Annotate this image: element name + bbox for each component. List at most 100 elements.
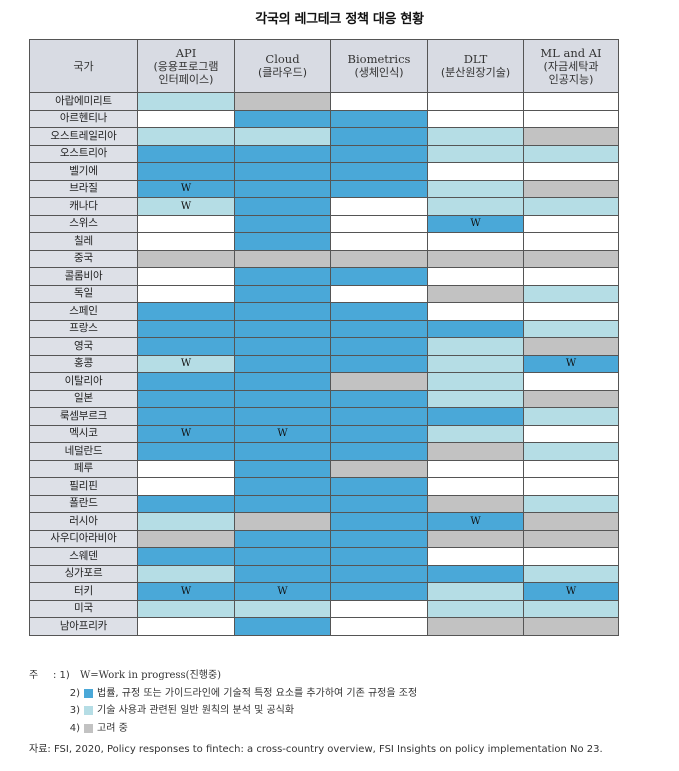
country-name: 스웨덴 [29,547,138,566]
status-cell-cloud [234,109,331,128]
status-cell-biometrics [330,389,428,408]
status-cell-biometrics [330,494,428,513]
status-cell-dlt [427,127,524,146]
status-cell-ml-ai [523,407,619,426]
status-cell-api [137,319,235,338]
country-name: 일본 [29,389,138,408]
status-cell-biometrics [330,144,428,163]
status-cell-ml-ai [523,162,619,181]
work-in-progress-mark: W [180,183,192,195]
header-subtitle: (응용프로그램 인터페이스) [153,59,219,86]
status-cell-cloud [234,477,331,496]
country-name: 오스트리아 [29,144,138,163]
status-cell-biometrics [330,284,428,303]
status-cell-dlt [427,179,524,198]
table-row: 페루 [29,459,619,478]
country-name: 칠레 [29,232,138,251]
status-cell-biometrics [330,197,428,216]
status-cell-cloud [234,512,331,531]
legend-swatch-principles [84,706,93,716]
status-cell-dlt [427,92,524,111]
status-cell-dlt [427,599,524,618]
country-name: 이탈리아 [29,372,138,391]
status-cell-cloud [234,302,331,321]
status-cell-api [137,267,235,286]
status-cell-cloud [234,354,331,373]
status-cell-biometrics [330,354,428,373]
status-cell-cloud [234,459,331,478]
source-citation: 자료: FSI, 2020, Policy responses to finte… [29,744,603,755]
table-row: 오스트리아 [29,144,619,163]
status-cell-ml-ai: W [523,582,619,601]
status-cell-cloud [234,442,331,461]
status-cell-ml-ai [523,232,619,251]
table-row: 멕시코 W W [29,424,619,443]
table-row: 프랑스 [29,319,619,338]
status-cell-api [137,337,235,356]
table-row: 아르헨티나 [29,109,619,128]
status-cell-cloud [234,319,331,338]
country-name: 벨기에 [29,162,138,181]
status-cell-biometrics [330,319,428,338]
status-cell-ml-ai [523,599,619,618]
status-cell-cloud [234,389,331,408]
status-cell-ml-ai [523,372,619,391]
status-cell-dlt [427,232,524,251]
country-name: 브라질 [29,179,138,198]
country-name: 룩셈부르크 [29,407,138,426]
country-name: 영국 [29,337,138,356]
country-name: 터키 [29,582,138,601]
status-cell-biometrics [330,617,428,636]
status-cell-ml-ai [523,494,619,513]
status-cell-cloud [234,249,331,268]
status-cell-api: W [137,179,235,198]
status-cell-ml-ai [523,179,619,198]
status-cell-ml-ai [523,109,619,128]
status-cell-dlt [427,547,524,566]
table-row: 벨기에 [29,162,619,181]
page-title: 각국의 레그테크 정책 대응 현황 [255,12,424,27]
status-cell-ml-ai [523,127,619,146]
status-cell-dlt [427,197,524,216]
status-cell-biometrics [330,127,428,146]
header-api: API (응용프로그램 인터페이스) [137,39,235,93]
status-cell-cloud [234,197,331,216]
header-subtitle: (분산원장기술) [440,66,511,79]
header-row: 국가 API (응용프로그램 인터페이스) Cloud (클라우드) Biometri… [29,39,619,93]
status-cell-dlt [427,459,524,478]
country-name: 필리핀 [29,477,138,496]
header-ml-ai: ML and AI (자금세탁과 인공지능) [523,39,619,93]
work-in-progress-mark: W [277,428,288,440]
table-row: 일본 [29,389,619,408]
status-cell-ml-ai: W [523,354,619,373]
country-name: 멕시코 [29,424,138,443]
status-cell-api [137,109,235,128]
table-row: 스페인 [29,302,619,321]
status-cell-cloud [234,284,331,303]
status-cell-cloud [234,267,331,286]
country-name: 중국 [29,249,138,268]
table-row: 독일 [29,284,619,303]
country-name: 네덜란드 [29,442,138,461]
country-name: 홍콩 [29,354,138,373]
country-name: 콜롬비아 [29,267,138,286]
status-cell-api [137,529,235,548]
status-cell-api [137,92,235,111]
table-row: 네덜란드 [29,442,619,461]
status-cell-biometrics [330,249,428,268]
status-cell-biometrics [330,92,428,111]
legend-swatch-considering [84,723,93,733]
status-cell-api [137,214,235,233]
country-name: 싱가포르 [29,564,138,583]
work-in-progress-mark: W [565,358,577,370]
status-cell-biometrics [330,179,428,198]
table-row: 오스트레일리아 [29,127,619,146]
table-row: 홍콩 W W [29,354,619,373]
note-3: 3) 기술 사용과 관련된 일반 원칙의 분석 및 공식화 [69,705,295,716]
status-cell-dlt [427,109,524,128]
country-name: 독일 [29,284,138,303]
status-cell-api [137,144,235,163]
status-cell-dlt [427,162,524,181]
status-cell-api [137,599,235,618]
status-cell-dlt [427,372,524,391]
